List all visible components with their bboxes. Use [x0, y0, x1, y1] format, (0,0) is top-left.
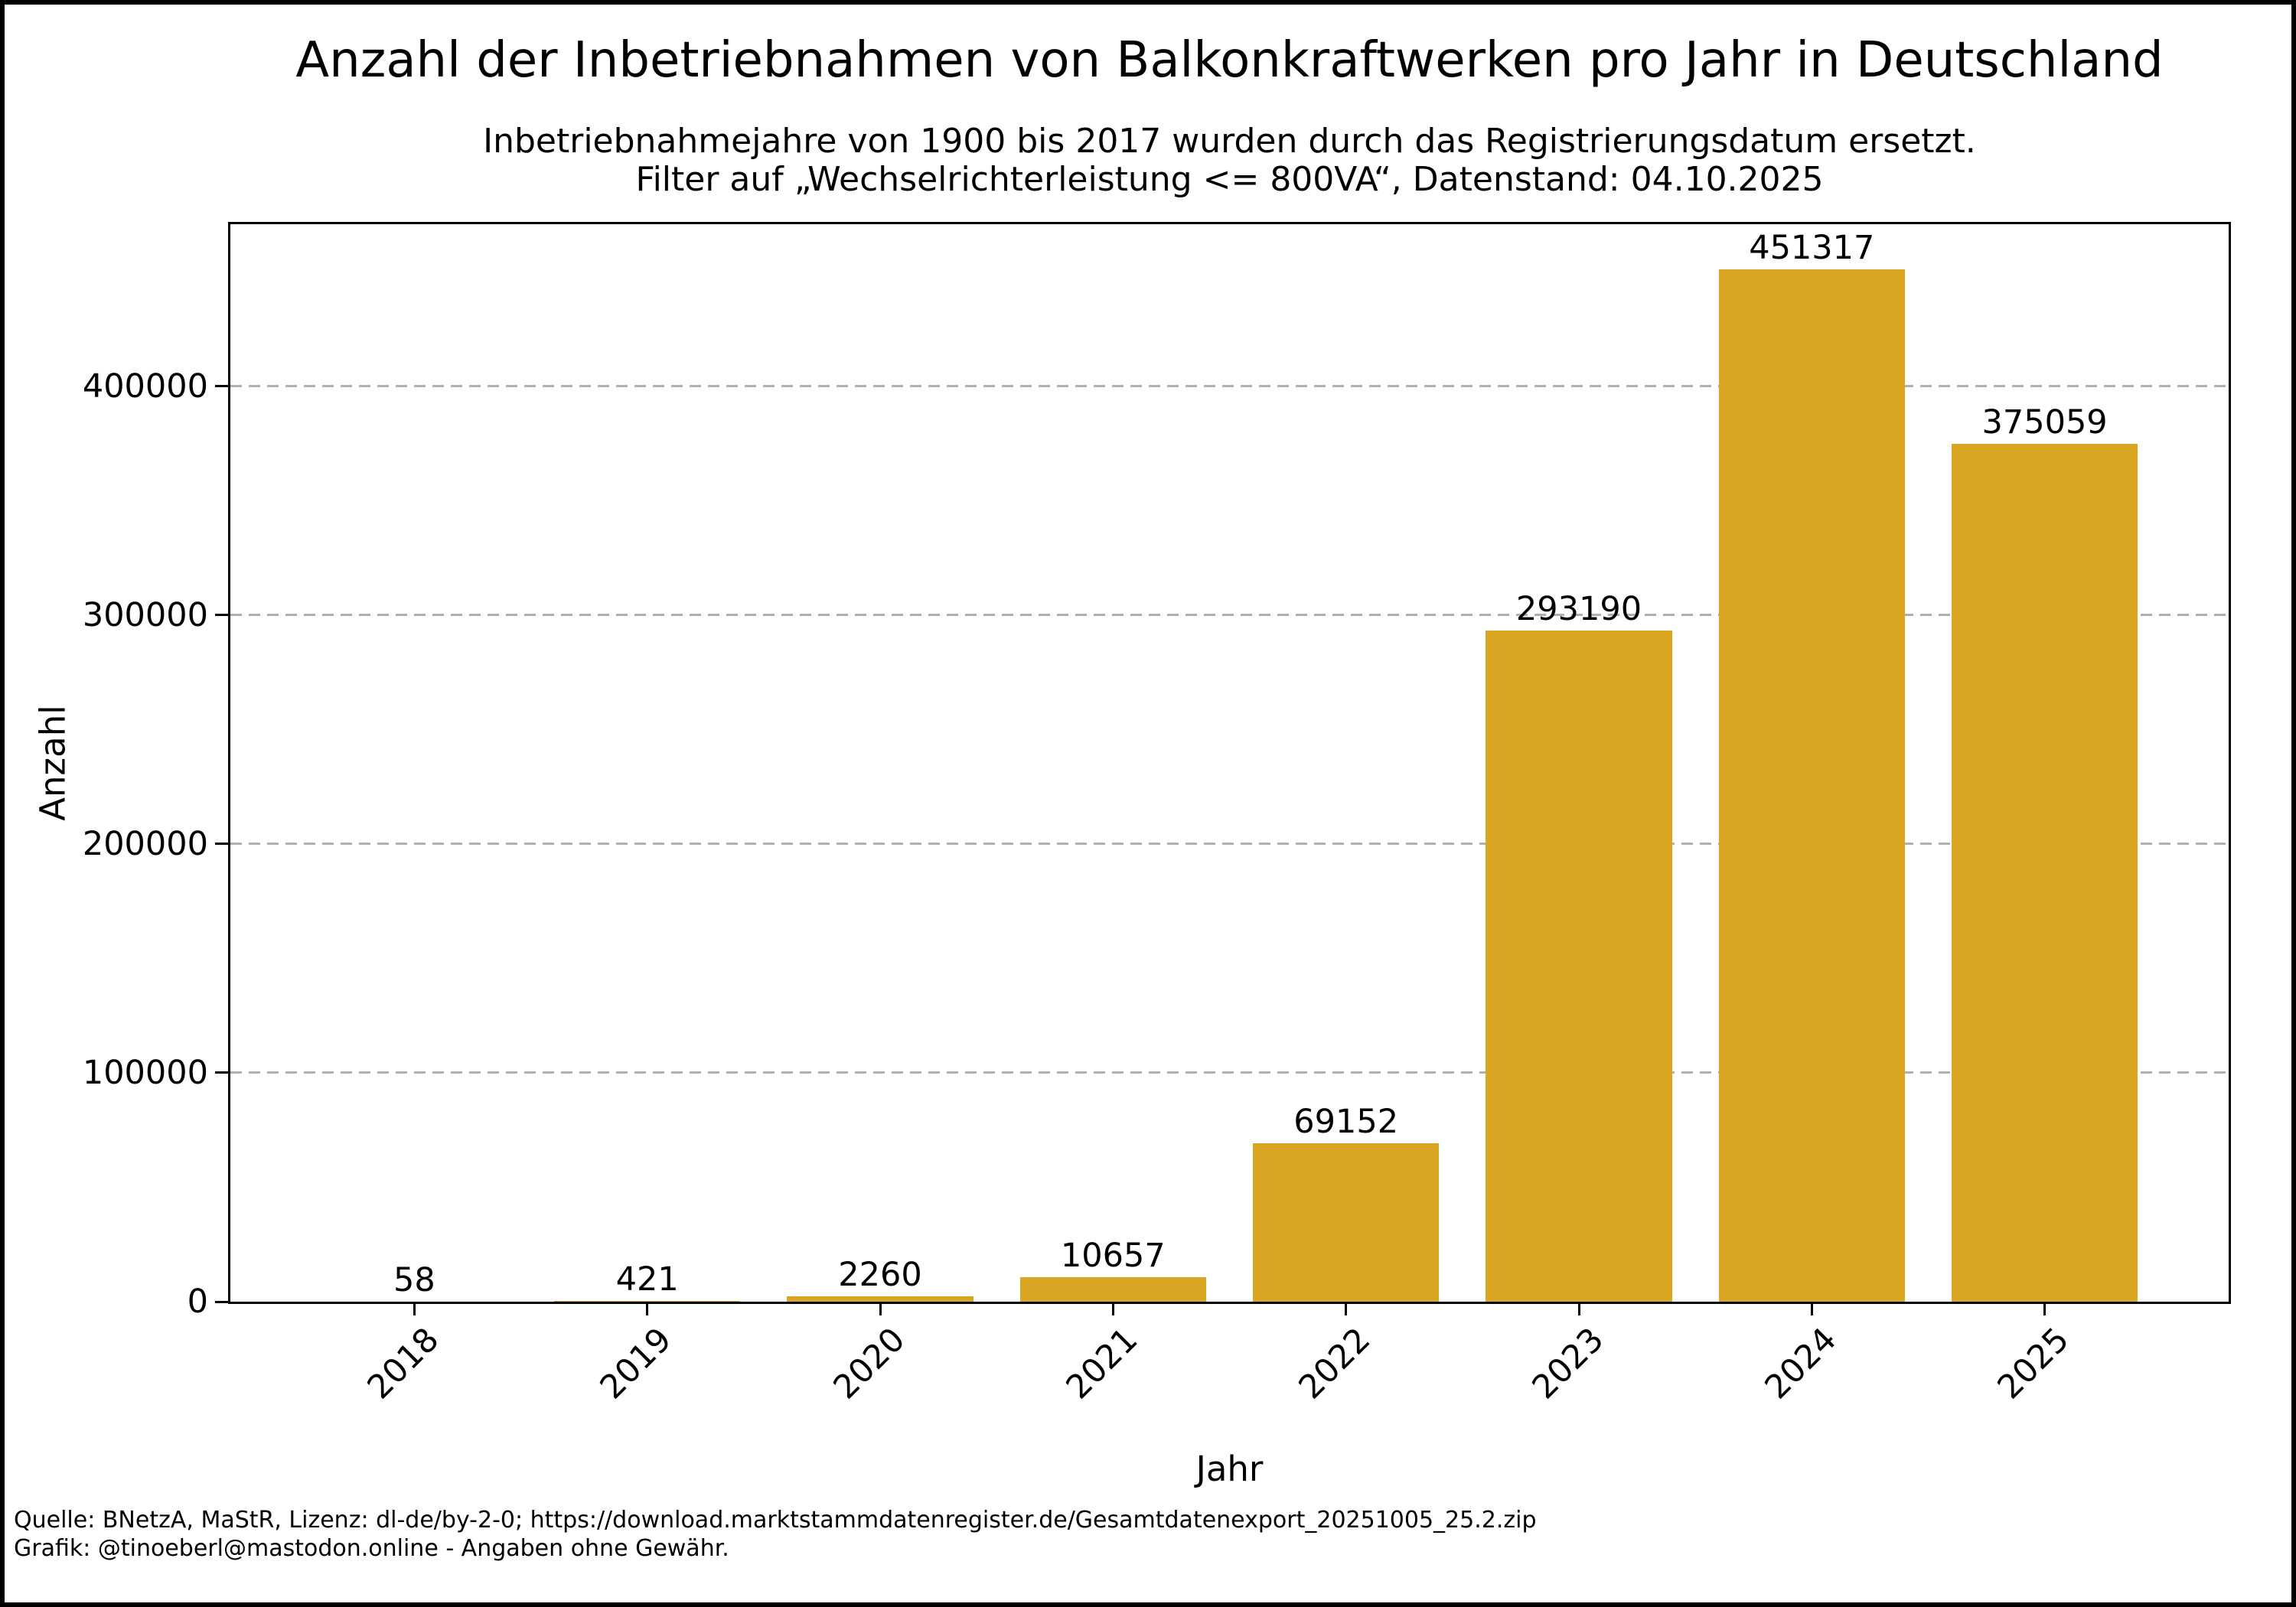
- x-axis-label: Jahr: [1195, 1449, 1264, 1489]
- x-tick: [2043, 1302, 2047, 1315]
- bar: [1951, 443, 2138, 1302]
- bar-value-label: 58: [393, 1260, 435, 1299]
- bar: [554, 1300, 741, 1302]
- x-tick-label-text: 2025: [1990, 1320, 2077, 1407]
- plot-area: [228, 222, 2231, 1304]
- bar-value-label: 375059: [1981, 403, 2108, 442]
- y-gridline: [230, 843, 2229, 846]
- bar-value-label: 421: [615, 1260, 679, 1299]
- y-tick-label: 400000: [82, 367, 208, 406]
- y-tick: [215, 385, 228, 388]
- y-tick-label: 100000: [82, 1053, 208, 1092]
- source-line: Quelle: BNetzA, MaStR, Lizenz: dl-de/by-…: [14, 1507, 1537, 1534]
- bar-value-label: 69152: [1293, 1103, 1399, 1142]
- bar-value-label: 293190: [1515, 590, 1642, 629]
- chart-title: Anzahl der Inbetriebnahmen von Balkonkra…: [295, 32, 2164, 89]
- y-tick: [215, 1071, 228, 1074]
- x-tick: [1345, 1302, 1348, 1315]
- x-tick: [1111, 1302, 1114, 1315]
- y-gridline: [230, 1071, 2229, 1074]
- bar: [1718, 269, 1905, 1302]
- bar: [787, 1296, 974, 1302]
- y-tick-label: 200000: [82, 824, 208, 863]
- x-tick-label-text: 2020: [826, 1320, 912, 1407]
- chart-subtitle-line-2: Filter auf „Wechselrichterleistung <= 80…: [635, 160, 1824, 199]
- y-tick: [215, 843, 228, 846]
- chart-subtitle: Inbetriebnahmejahre von 1900 bis 2017 wu…: [230, 122, 2229, 199]
- bar-value-label: 451317: [1749, 228, 1875, 267]
- x-tick-label-text: 2022: [1291, 1320, 1378, 1407]
- y-gridline: [230, 385, 2229, 388]
- bar-value-label: 2260: [838, 1256, 922, 1295]
- x-tick: [1577, 1302, 1580, 1315]
- y-tick-label: 0: [187, 1283, 208, 1321]
- y-gridline: [230, 614, 2229, 617]
- x-tick: [413, 1302, 416, 1315]
- bar: [1019, 1277, 1206, 1302]
- y-axis-label: Anzahl: [32, 705, 73, 821]
- bar-value-label: 10657: [1060, 1237, 1166, 1276]
- x-tick-label-text: 2019: [592, 1320, 680, 1407]
- x-tick-label-text: 2018: [360, 1320, 447, 1407]
- bar: [1252, 1143, 1440, 1302]
- x-tick: [879, 1302, 882, 1315]
- x-tick: [646, 1302, 649, 1315]
- x-tick-label-text: 2023: [1525, 1320, 1611, 1407]
- y-tick: [215, 1300, 228, 1303]
- x-tick-label-text: 2024: [1757, 1320, 1844, 1407]
- x-tick-label-text: 2021: [1058, 1320, 1146, 1407]
- x-tick: [1810, 1302, 1813, 1315]
- bar: [1486, 631, 1672, 1302]
- y-tick: [215, 614, 228, 617]
- source-note: Quelle: BNetzA, MaStR, Lizenz: dl-de/by-…: [14, 1506, 1537, 1563]
- credit-line: Grafik: @tinoeberl@mastodon.online - Ang…: [14, 1535, 729, 1562]
- chart-subtitle-line-1: Inbetriebnahmejahre von 1900 bis 2017 wu…: [483, 122, 1976, 161]
- y-tick-label: 300000: [82, 595, 208, 634]
